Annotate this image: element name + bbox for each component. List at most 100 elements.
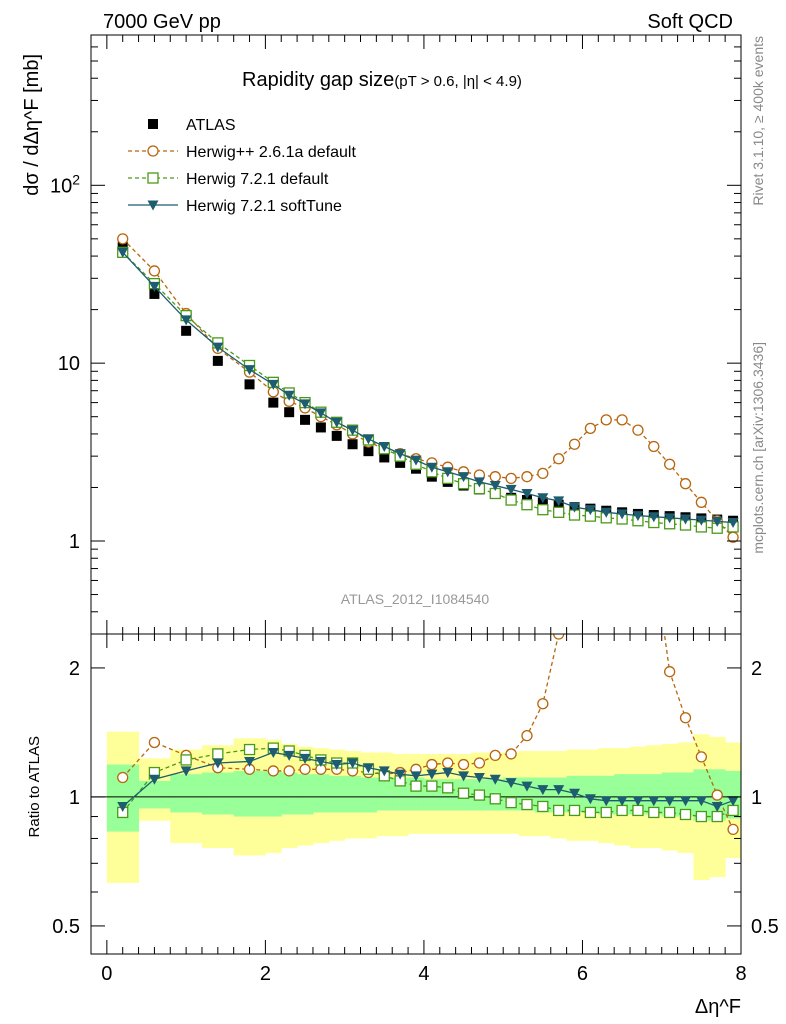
ratio-herwig-7-2-1-softtune-point (473, 773, 485, 784)
ratio-herwigpp-2-6-1a-default-point (489, 749, 501, 762)
ratio-herwig-7-2-1-softtune-point (600, 796, 612, 807)
main-herwig-7-2-1-softtune-point (331, 417, 343, 428)
ratio-herwig-7-2-1-softtune-point (632, 796, 644, 807)
ratio-herwig-7-2-1-default-point (180, 754, 192, 766)
legend-marker (148, 119, 158, 129)
ratio-herwig-7-2-1-default-point (537, 800, 549, 813)
main-herwig-7-2-1-softtune-point (347, 425, 359, 436)
main-herwig-7-2-1-softtune-point (489, 481, 501, 492)
main-herwig-7-2-1-softtune-point (148, 281, 160, 292)
main-herwig-7-2-1-softtune-point (521, 488, 533, 499)
x-tick-label: 0 (101, 963, 112, 985)
legend-label: Herwig 7.2.1 softTune (186, 198, 342, 215)
ratio-herwig-7-2-1-default-point (426, 780, 438, 792)
ratio-herwig-7-2-1-default-point (521, 798, 533, 811)
analysis-id-label: ATLAS_2012_I1084540 (341, 591, 490, 607)
ratio-herwig-7-2-1-default-point (727, 804, 739, 817)
ratio-herwig-7-2-1-softtune-point (648, 796, 660, 807)
main-herwigpp-2-6-1a-default-point (521, 471, 533, 483)
main-herwig-7-2-1-softtune-point (537, 493, 549, 504)
ratio-herwig-7-2-1-softtune-point (378, 766, 390, 777)
main-herwig-7-2-1-softtune-point (410, 455, 422, 466)
main-herwig-7-2-1-softtune-point (362, 434, 374, 445)
uncertainty-band-inner (677, 772, 694, 817)
main-herwig-7-2-1-softtune-point (711, 516, 723, 527)
main-herwigpp-2-6-1a-default-point (537, 467, 549, 480)
ratio-y-tick-label: 2 (69, 658, 80, 680)
main-herwigpp-2-6-1a-default-point (664, 458, 676, 470)
main-atlas-point (149, 288, 160, 299)
energy-label: 7000 GeV pp (103, 11, 221, 33)
main-atlas-point (284, 407, 295, 418)
ratio-herwig-7-2-1-softtune-point (616, 796, 628, 807)
main-herwig-7-2-1-softtune-point (180, 315, 192, 326)
process-label: Soft QCD (647, 11, 733, 33)
uncertainty-band-inner (344, 775, 362, 813)
ratio-herwig-7-2-1-softtune-point (212, 758, 224, 769)
x-tick-label: 6 (577, 963, 588, 985)
uncertainty-band-inner (265, 770, 282, 817)
x-tick-label: 2 (260, 963, 271, 985)
main-atlas-point (363, 446, 374, 457)
ratio-herwig-7-2-1-default-point (711, 810, 723, 823)
main-herwig-7-2-1-softtune-point (632, 511, 644, 522)
ratio-herwigpp-2-6-1a-default-point (711, 789, 723, 801)
ratio-y-tick-label-right: 1 (751, 787, 762, 809)
ratio-herwig-7-2-1-softtune-point (458, 771, 470, 782)
main-herwig-7-2-1-softtune-point (584, 505, 596, 516)
legend-marker (147, 172, 159, 184)
main-herwig-7-2-1-softtune-point (600, 507, 612, 518)
main-atlas-point (268, 397, 279, 408)
uncertainty-band-inner (693, 769, 710, 821)
main-herwigpp-2-6-1a-default-point (117, 233, 129, 245)
ratio-y-tick-label-right: 2 (751, 658, 762, 680)
ratio-herwigpp-2-6-1a-default-point (695, 751, 708, 763)
main-herwig-7-2-1-softtune-point (283, 390, 295, 401)
main-y-tick-label: 102 (50, 171, 80, 197)
ratio-herwig-7-2-1-default-point (616, 804, 628, 817)
ratio-y-tick-label: 1 (69, 787, 80, 809)
main-herwig-7-2-1-softtune-point (458, 472, 470, 483)
ratio-herwig-7-2-1-softtune-point (711, 801, 723, 812)
ratio-herwig-7-2-1-default-point (212, 748, 224, 760)
main-herwig-7-2-1-softtune-point (680, 514, 692, 525)
main-atlas-point (181, 325, 192, 336)
mcplots-label: mcplots.cern.ch [arXiv:1306.3436] (750, 342, 766, 554)
ratio-herwig-7-2-1-softtune-point (505, 778, 517, 789)
ratio-herwig-7-2-1-softtune-point (442, 768, 454, 779)
main-herwig-7-2-1-softtune-point (117, 247, 129, 258)
legend-marker (147, 200, 159, 211)
ratio-y-tick-label: 0.5 (52, 916, 80, 938)
ratio-herwigpp-2-6-1a-default-point (426, 758, 438, 771)
ratio-herwigpp-2-6-1a-default-point (505, 748, 517, 760)
ratio-herwig-7-2-1-softtune-point (569, 788, 581, 799)
main-herwig-7-2-1-softtune-line (122, 251, 734, 524)
ratio-herwigpp-2-6-1a-default-point (442, 757, 454, 769)
ratio-herwigpp-2-6-1a-default-point (521, 729, 533, 742)
ratio-herwig-7-2-1-softtune-point (283, 750, 295, 761)
main-herwig-7-2-1-softtune-point (267, 379, 279, 390)
main-herwig-7-2-1-softtune-point (426, 462, 438, 473)
ratio-herwig-7-2-1-default-point (664, 806, 676, 819)
ratio-herwigpp-2-6-1a-default-point (649, 554, 659, 564)
main-herwigpp-2-6-1a-default-point (489, 471, 501, 483)
ratio-herwig-7-2-1-softtune-point (148, 774, 160, 785)
ratio-herwig-7-2-1-default-point (489, 793, 501, 805)
main-atlas-point (395, 457, 406, 468)
main-herwigpp-2-6-1a-default-point (695, 496, 708, 508)
main-herwigpp-2-6-1a-default-point (505, 472, 517, 485)
ratio-herwig-7-2-1-default-point (410, 780, 422, 792)
ratio-herwigpp-2-6-1a-default-point (537, 698, 549, 710)
main-herwig-7-2-1-softtune-point (378, 441, 390, 452)
ratio-herwigpp-2-6-1a-default-point (679, 712, 692, 724)
main-herwig-7-2-1-softtune-point (315, 408, 327, 419)
ratio-herwig-7-2-1-default-point (584, 806, 597, 819)
main-atlas-point (347, 439, 358, 450)
ratio-frame (90, 633, 742, 955)
main-title-text: Rapidity gap size (242, 69, 394, 91)
main-herwig-7-2-1-default-point (521, 499, 533, 511)
main-herwig-7-2-1-softtune-point (505, 484, 517, 495)
main-title-cuts: (pT > 0.6, |η| < 4.9) (394, 73, 522, 90)
ratio-herwigpp-2-6-1a-default-point (473, 757, 486, 769)
ratio-herwigpp-2-6-1a-default-point (570, 559, 580, 569)
